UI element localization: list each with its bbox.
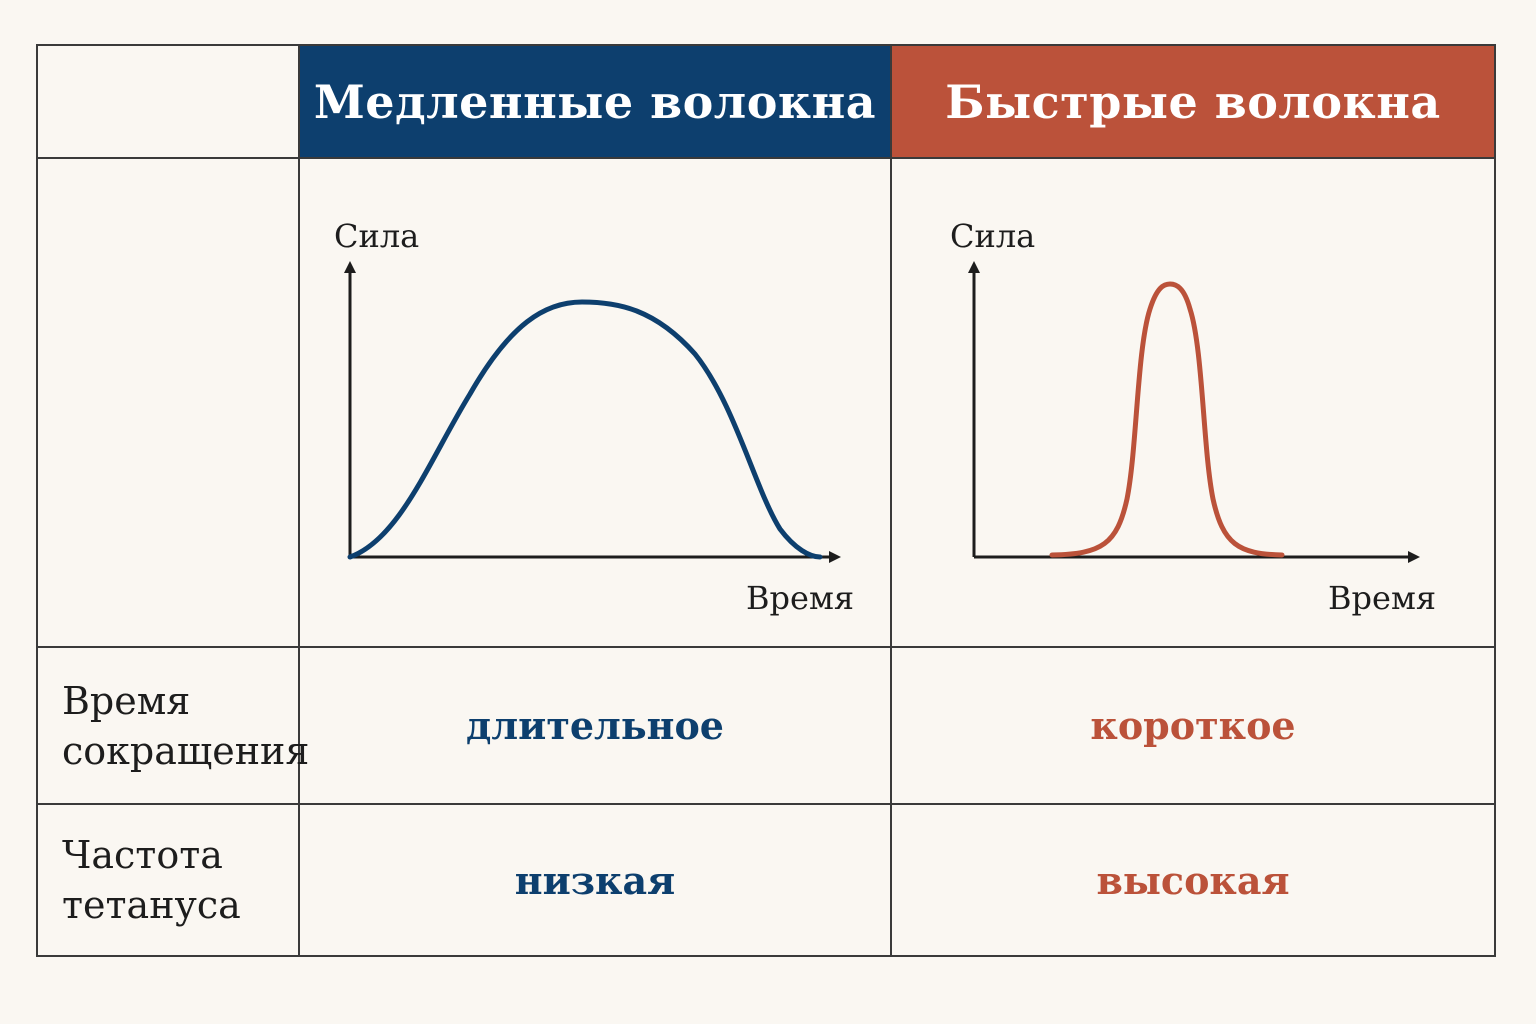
x-axis-label: Время — [1328, 579, 1436, 617]
fast-fiber-chart: Сила Время — [950, 217, 1436, 617]
fast-fiber-chart-cell: Сила Время — [892, 159, 1494, 646]
force-curve-slow — [347, 299, 823, 560]
force-curve-fast — [1049, 281, 1285, 558]
slow-fiber-chart-cell: Сила Время — [300, 159, 890, 646]
row-label-tetanus-frequency: Частота тетануса — [38, 805, 298, 955]
comparison-table: Медленные волокна Быстрые волокна Сила В… — [36, 44, 1496, 957]
tetanus-frequency-fast: высокая — [1096, 857, 1290, 903]
contraction-time-fast: короткое — [1090, 703, 1296, 748]
y-axis-label: Сила — [334, 217, 419, 255]
tetanus-frequency-slow: низкая — [514, 857, 676, 903]
slow-fiber-chart: Сила Время — [334, 217, 854, 617]
grid-line — [298, 46, 300, 955]
row-label-line: Частота — [62, 833, 223, 877]
grid-line — [890, 46, 892, 955]
y-axis-label: Сила — [950, 217, 1035, 255]
grid-line — [38, 157, 1494, 159]
header-fast-fibers: Быстрые волокна — [892, 46, 1494, 157]
row-label-contraction-time: Время сокращения — [38, 648, 310, 803]
x-axis-label: Время — [746, 579, 854, 617]
header-slow-fibers: Медленные волокна — [300, 46, 890, 157]
row-label-line: Время — [62, 678, 191, 723]
contraction-time-slow: длительное — [466, 703, 724, 748]
grid-line — [38, 803, 1494, 805]
row-label-line: сокращения — [62, 728, 310, 773]
grid-line — [38, 646, 1494, 648]
row-label-line: тетануса — [62, 883, 241, 927]
